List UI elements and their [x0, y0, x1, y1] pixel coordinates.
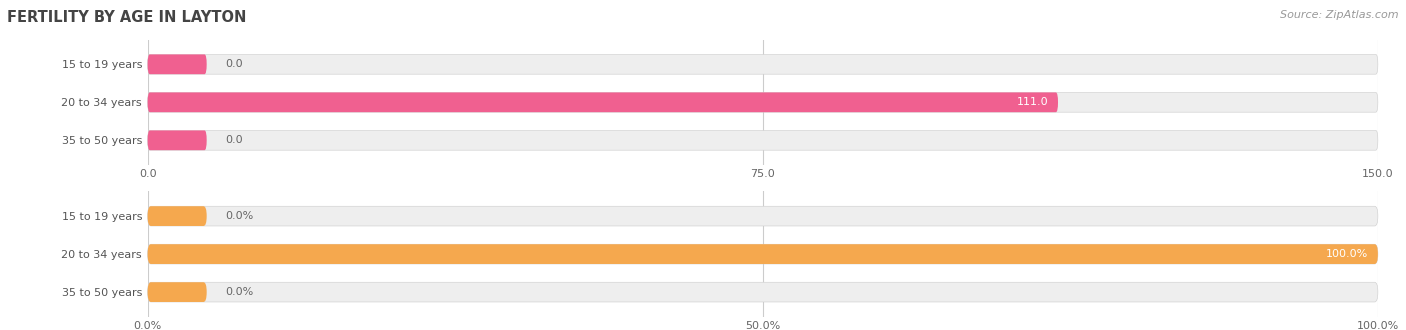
- FancyBboxPatch shape: [148, 244, 1378, 264]
- FancyBboxPatch shape: [148, 282, 1378, 302]
- FancyBboxPatch shape: [148, 244, 1378, 264]
- Text: 100.0%: 100.0%: [1326, 249, 1368, 259]
- Text: 0.0%: 0.0%: [225, 211, 253, 221]
- FancyBboxPatch shape: [148, 92, 1378, 112]
- FancyBboxPatch shape: [148, 282, 207, 302]
- Text: Source: ZipAtlas.com: Source: ZipAtlas.com: [1281, 10, 1399, 20]
- FancyBboxPatch shape: [148, 206, 1378, 226]
- FancyBboxPatch shape: [148, 130, 207, 150]
- Text: 111.0: 111.0: [1017, 97, 1049, 107]
- FancyBboxPatch shape: [148, 130, 1378, 150]
- Text: FERTILITY BY AGE IN LAYTON: FERTILITY BY AGE IN LAYTON: [7, 10, 246, 25]
- FancyBboxPatch shape: [148, 54, 207, 74]
- FancyBboxPatch shape: [148, 92, 1059, 112]
- FancyBboxPatch shape: [148, 206, 207, 226]
- Text: 0.0%: 0.0%: [225, 287, 253, 297]
- Text: 0.0: 0.0: [225, 59, 243, 69]
- FancyBboxPatch shape: [148, 54, 1378, 74]
- Text: 0.0: 0.0: [225, 135, 243, 145]
